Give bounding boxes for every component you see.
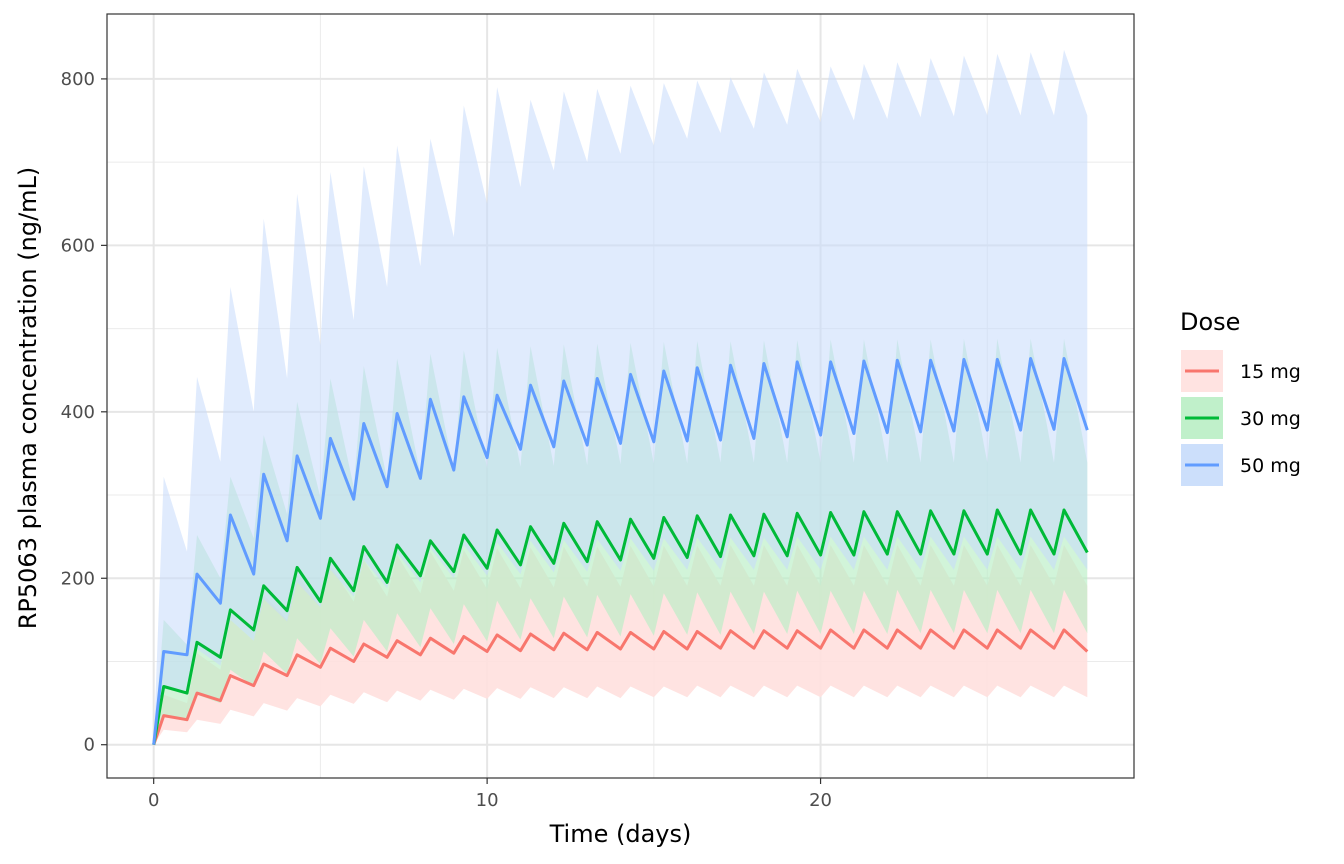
ribbon-50-mg [153, 49, 1088, 745]
x-tick-label: 0 [148, 790, 159, 811]
median-line-15-mg [152, 628, 1089, 746]
y-tick-label: 400 [61, 402, 95, 423]
legend-title: Dose [1180, 308, 1240, 336]
x-tick-label: 20 [809, 790, 832, 811]
panel-border [106, 13, 1135, 779]
legend-item: 30 mg [1181, 397, 1301, 439]
legend-item: 15 mg [1181, 350, 1301, 392]
median-lines [152, 357, 1089, 746]
x-axis: 0 10 20 [148, 778, 832, 811]
legend-label: 30 mg [1240, 408, 1301, 430]
legend-label: 50 mg [1240, 455, 1301, 477]
y-axis: 0 200 400 600 800 [61, 69, 107, 756]
legend-item: 50 mg [1181, 444, 1301, 486]
x-tick-label: 10 [476, 790, 499, 811]
ribbons [153, 49, 1088, 745]
x-axis-title: Time (days) [549, 820, 692, 848]
y-axis-title: RP5063 plasma concentration (ng/mL) [14, 167, 42, 630]
legend-label: 15 mg [1240, 361, 1301, 383]
y-tick-label: 800 [61, 69, 95, 90]
y-tick-label: 200 [61, 568, 95, 589]
median-line-50-mg [152, 357, 1089, 745]
legend: Dose 15 mg 30 mg 50 mg [1180, 308, 1301, 486]
y-tick-label: 0 [84, 735, 95, 756]
y-tick-label: 600 [61, 235, 95, 256]
median-line-30-mg [152, 508, 1089, 745]
